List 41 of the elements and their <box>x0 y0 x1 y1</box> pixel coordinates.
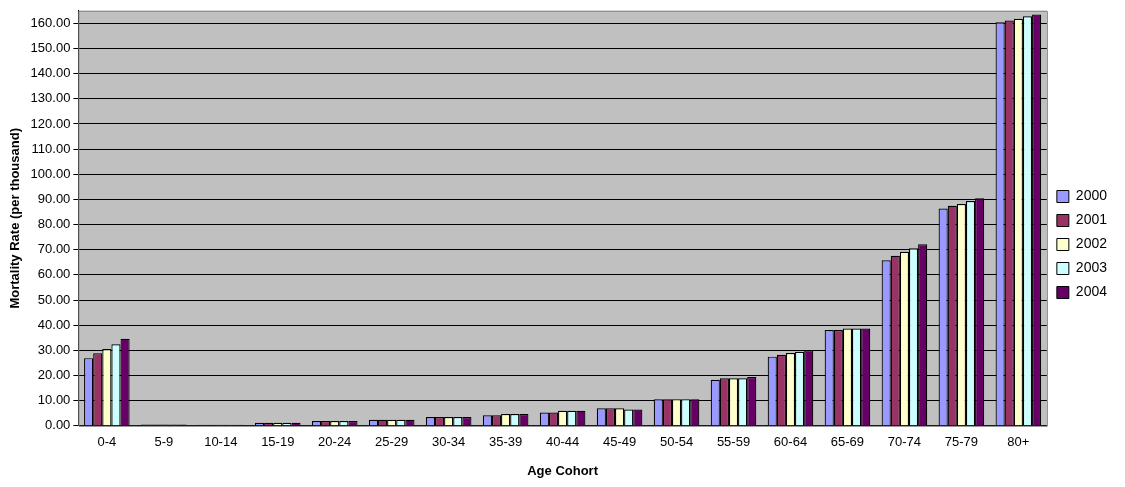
y-tick-label: 100.00 <box>30 165 71 181</box>
x-tick-label: 75-79 <box>944 434 979 450</box>
x-tick-label: 5-9 <box>154 434 174 450</box>
y-tick-label: 160.00 <box>30 14 71 30</box>
x-tick-label: 20-24 <box>318 434 352 450</box>
legend-label: 2002 <box>1075 235 1108 252</box>
x-tick-label: 0-4 <box>97 434 117 450</box>
y-tick-label: 30.00 <box>37 341 71 357</box>
legend-label: 2003 <box>1075 259 1108 276</box>
y-tick-label: 60.00 <box>37 266 71 282</box>
y-tick-label: 130.00 <box>30 90 71 106</box>
y-tick-label: 150.00 <box>30 40 71 56</box>
x-tick-label: 25-29 <box>375 434 409 450</box>
x-tick-label: 50-54 <box>659 434 694 450</box>
x-axis-title: Age Cohort <box>527 462 599 478</box>
y-tick-label: 80.00 <box>37 216 71 232</box>
x-tick-label: 60-64 <box>773 434 808 450</box>
y-tick-label: 120.00 <box>30 115 71 131</box>
y-tick-label: 10.00 <box>37 392 71 408</box>
y-tick-label: 70.00 <box>37 241 71 257</box>
y-tick-label: 110.00 <box>31 140 71 156</box>
x-tick-label: 70-74 <box>887 434 922 450</box>
legend-label: 2004 <box>1075 283 1108 300</box>
x-tick-label: 40-44 <box>545 434 580 450</box>
x-tick-label: 55-59 <box>716 434 751 450</box>
y-tick-label: 90.00 <box>37 191 71 207</box>
x-tick-label: 30-34 <box>432 434 466 450</box>
y-tick-label: 20.00 <box>37 367 71 383</box>
x-tick-label: 35-39 <box>489 434 523 450</box>
legend-label: 2001 <box>1075 211 1108 228</box>
x-tick-label: 80+ <box>1007 434 1030 450</box>
y-tick-label: 50.00 <box>37 291 71 307</box>
x-tick-label: 15-19 <box>261 434 295 450</box>
legend-label: 2000 <box>1075 187 1108 204</box>
y-tick-label: 0.00 <box>45 417 71 433</box>
x-tick-label: 45-49 <box>602 434 637 450</box>
x-tick-label: 10-14 <box>204 434 238 450</box>
y-tick-label: 40.00 <box>37 316 71 332</box>
y-tick-label: 140.00 <box>30 65 71 81</box>
y-axis-title: Mortality Rate (per thousand) <box>7 128 23 309</box>
x-tick-label: 65-69 <box>830 434 865 450</box>
